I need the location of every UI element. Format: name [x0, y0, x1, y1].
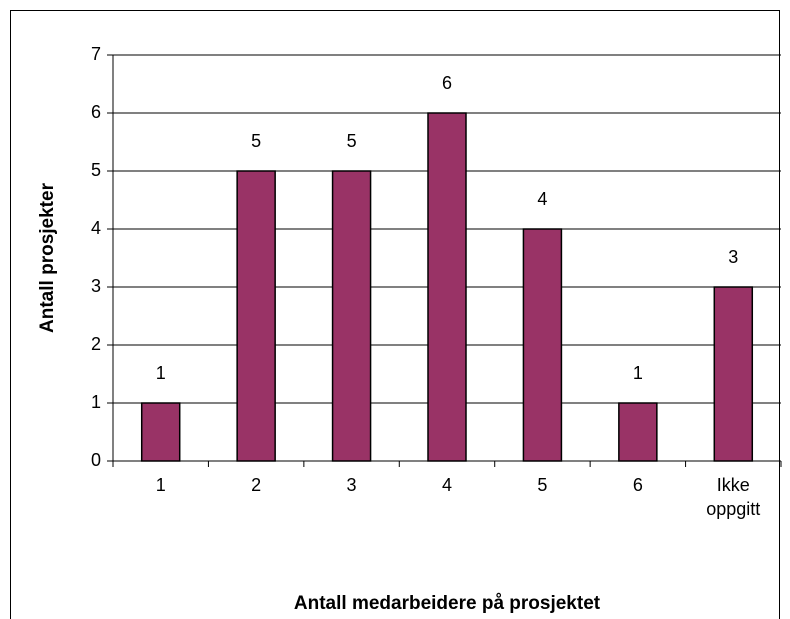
bar	[236, 170, 276, 462]
bar	[618, 402, 658, 462]
y-tick-label: 4	[91, 218, 101, 238]
data-label: 3	[728, 247, 738, 267]
x-tick-label: 3	[346, 475, 357, 495]
y-tick-label: 7	[91, 44, 101, 64]
y-tick-label: 5	[91, 160, 101, 180]
data-label: 4	[537, 189, 547, 209]
y-tick-label: 2	[91, 334, 101, 354]
bar	[427, 112, 467, 462]
y-tick-label: 1	[91, 392, 101, 412]
x-tick-label: 2	[251, 475, 262, 495]
y-axis-title: Antall prosjekter	[37, 182, 58, 333]
x-tick-label: 5	[537, 475, 548, 495]
bar	[140, 402, 181, 462]
y-tick-label: 3	[91, 276, 101, 296]
x-tick-label: Ikke oppgitt	[706, 475, 761, 519]
data-label: 5	[251, 131, 261, 151]
bar	[522, 228, 563, 462]
x-tick-label: 1	[155, 475, 166, 495]
data-label: 1	[633, 363, 643, 383]
data-label: 6	[442, 73, 452, 93]
bar	[713, 286, 754, 462]
y-tick-label: 0	[91, 450, 101, 470]
y-tick-label: 6	[91, 102, 101, 122]
chart-border	[10, 10, 780, 619]
x-axis-title: Antall medarbeidere på prosjektet	[294, 593, 601, 614]
bar	[331, 170, 372, 462]
x-tick-label: 4	[441, 475, 452, 495]
data-label: 5	[347, 131, 357, 151]
data-label: 1	[156, 363, 166, 383]
x-tick-label: 6	[632, 475, 643, 495]
